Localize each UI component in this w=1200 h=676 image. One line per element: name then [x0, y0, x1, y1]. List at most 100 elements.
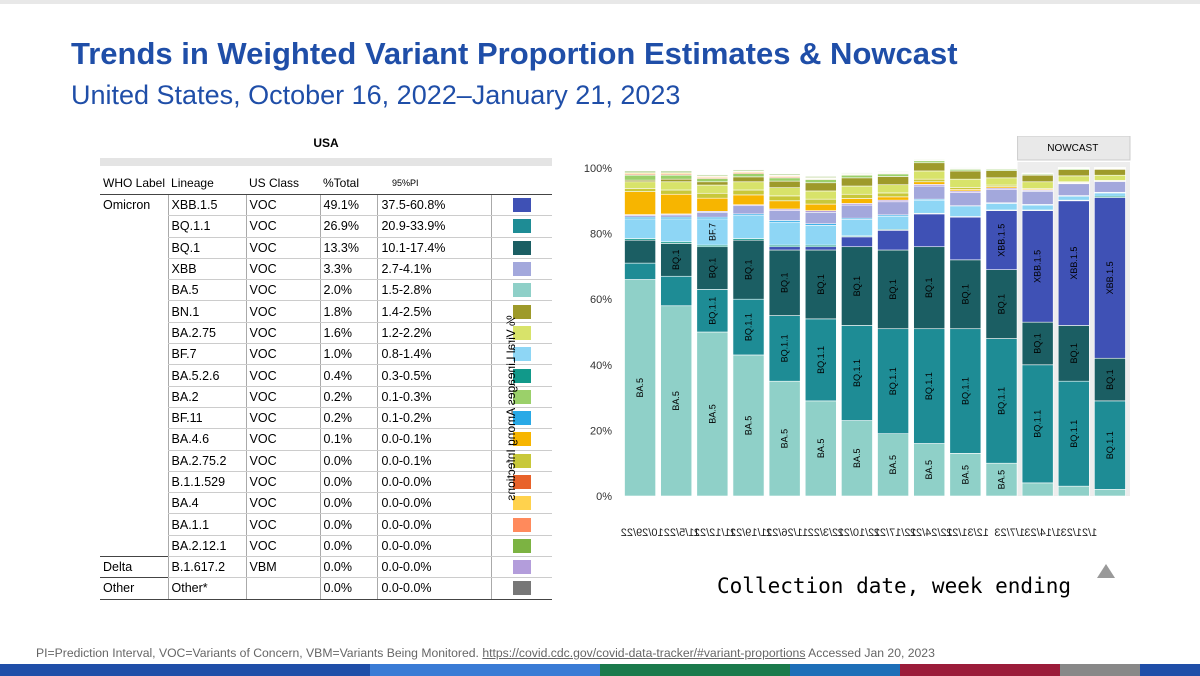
footnote-link[interactable]: https://covid.cdc.gov/covid-data-tracker…	[482, 646, 806, 660]
color-swatch	[513, 304, 532, 319]
cell-who-label	[100, 429, 168, 450]
bar-segment	[768, 187, 801, 197]
bar-segment	[624, 170, 656, 173]
cell-us-class: VOC	[245, 300, 320, 323]
cell-lineage: BA.2.75.2	[167, 450, 247, 472]
bar-segment-label: BQ.1.1	[707, 297, 717, 325]
cell-pi: 37.5-60.8%	[377, 194, 492, 217]
bar-segment	[696, 211, 729, 218]
bar-segment-label: BQ.1	[1105, 369, 1115, 390]
table-row: BA.5.2.6 VOC 0.4% 0.3-0.5%	[100, 364, 552, 387]
y-tick-label: 100%	[584, 163, 612, 175]
table-row: Delta B.1.617.2 VBM 0.0% 0.0-0.0%	[100, 556, 552, 579]
bar-segment	[768, 315, 801, 382]
bar-segment-label: BQ.1.1	[960, 377, 970, 405]
bar-segment	[1057, 175, 1090, 183]
table-region-heading: USA	[313, 136, 339, 150]
bottom-bar-segment	[600, 664, 790, 676]
bar-segment-label: BQ.1	[671, 250, 681, 271]
cell-who-label	[100, 237, 168, 258]
bar-segment	[732, 239, 765, 300]
table-row: B.1.1.529 VOC 0.0% 0.0-0.0%	[100, 471, 552, 494]
bar-segment	[732, 194, 765, 206]
cell-us-class: VOC	[245, 258, 320, 281]
table-row: XBB VOC 3.3% 2.7-4.1%	[100, 258, 552, 281]
bar-segment-label: BA.5	[924, 460, 934, 480]
cell-color	[491, 300, 552, 323]
cell-lineage: BN.1	[167, 300, 247, 323]
bar-segment	[877, 433, 909, 497]
bar-segment	[949, 259, 982, 330]
bar-segment	[696, 192, 729, 199]
cell-color	[491, 237, 552, 259]
bar-segment	[1094, 400, 1126, 490]
bar-segment	[1057, 380, 1090, 487]
cell-who-label	[100, 344, 168, 365]
table-row: BA.2.75.2 VOC 0.0% 0.0-0.1%	[100, 450, 552, 472]
bar-segment	[841, 193, 873, 199]
cell-total: 0.0%	[319, 492, 378, 515]
cell-lineage: BA.4.6	[167, 428, 247, 451]
bar-segment	[624, 279, 656, 497]
x-tick-label: 11/19/22	[730, 527, 772, 539]
x-tick-label: 12/3/22	[808, 527, 845, 539]
cell-us-class: VOC	[245, 386, 320, 408]
cell-total: 0.4%	[319, 364, 378, 387]
cell-color	[491, 535, 552, 558]
bottom-bar-segment	[0, 664, 120, 676]
bar-segment	[841, 420, 873, 497]
cell-total: 0.2%	[319, 386, 378, 408]
cell-lineage: B.1.617.2	[167, 556, 247, 579]
x-tick-label: 12/24/22	[910, 527, 953, 539]
cell-color	[491, 513, 552, 536]
bar-segment-label: BQ.1.1	[744, 313, 754, 341]
bottom-bar-segment	[370, 664, 600, 676]
bottom-bar-segment	[1060, 664, 1140, 676]
bottom-bar-segment	[790, 664, 900, 676]
bar-segment	[877, 176, 909, 186]
bar-segment-label: XBB.1.5	[1105, 261, 1115, 294]
table-header-rule	[100, 158, 552, 166]
cell-color	[491, 215, 552, 238]
x-tick-label: 12/31/22	[946, 527, 989, 539]
x-tick-label: 1/7/23	[994, 527, 1025, 539]
x-tick-label: 10/29/22	[621, 527, 664, 539]
cell-total: 49.1%	[319, 194, 378, 217]
cell-lineage: BQ.1.1	[167, 215, 247, 238]
slide-title: Trends in Weighted Variant Proportion Es…	[71, 36, 958, 71]
bar-segment-label: BQ.1.1	[1105, 431, 1115, 459]
bar-segment	[696, 246, 729, 290]
table-row: BN.1 VOC 1.8% 1.4-2.5%	[100, 300, 552, 323]
cell-total: 1.8%	[319, 300, 378, 323]
bar-segment	[1057, 325, 1090, 382]
cell-pi: 0.0-0.0%	[377, 471, 492, 494]
cell-us-class: VOC	[245, 215, 320, 238]
cell-color	[491, 450, 552, 472]
bar-segment-label: BA.5	[852, 449, 862, 469]
bar-segment-label: BA.5	[635, 378, 645, 398]
bar-segment	[1057, 485, 1090, 497]
color-swatch	[513, 581, 532, 596]
bar-segment	[696, 184, 729, 194]
color-swatch	[513, 475, 532, 489]
bar-segment	[804, 182, 837, 192]
table-row: BA.4.6 VOC 0.1% 0.0-0.1%	[100, 428, 552, 451]
x-tick-label: 11/5/22	[664, 527, 700, 539]
bar-segment	[1021, 190, 1054, 205]
cell-lineage: BA.2.12.1	[167, 535, 247, 558]
cell-us-class: VOC	[245, 450, 320, 472]
header-pi: 95%PI	[377, 172, 492, 195]
cell-lineage: B.1.1.529	[167, 471, 247, 494]
cell-total: 3.3%	[319, 258, 378, 281]
bar-segment	[913, 158, 946, 161]
bar-segment	[949, 453, 982, 497]
bar-segment	[624, 181, 656, 189]
bar-segment	[804, 203, 837, 211]
cell-us-class: VOC	[245, 279, 320, 302]
bar-segment	[949, 167, 982, 169]
cell-who-label: Other	[100, 577, 169, 600]
stacked-bar-chart: NOWCAST 0% 20% 40% 60% 80% 100% BA.5 BA.5 BQ.1 BA.…	[584, 135, 1131, 539]
bar-segment	[913, 328, 946, 444]
bar-segment	[696, 174, 729, 177]
bar-segment-label: BA.5	[671, 391, 681, 411]
